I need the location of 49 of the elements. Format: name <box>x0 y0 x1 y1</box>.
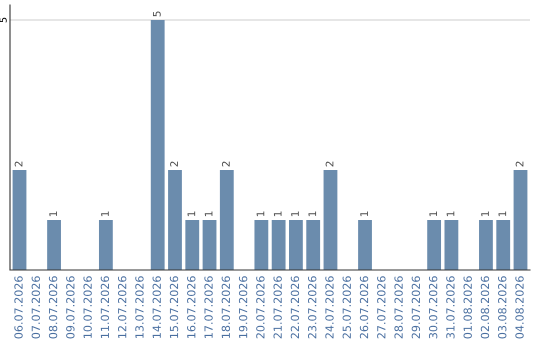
x-tick-label: 25.07.2026 <box>342 276 351 338</box>
data-label: 2 <box>170 162 178 166</box>
x-tick-label: 12.07.2026 <box>118 276 126 338</box>
x-tick-label: 16.07.2026 <box>187 276 196 338</box>
x-tick-label: 14.07.2026 <box>152 276 161 338</box>
data-label: 1 <box>101 212 109 216</box>
x-tick-label: 11.07.2026 <box>100 276 110 338</box>
x-tick-label: 24.07.2026 <box>325 276 334 338</box>
x-tick-label: 20.07.2026 <box>256 276 265 338</box>
x-tick-label: 29.07.2026 <box>412 276 420 338</box>
data-label: 1 <box>204 212 212 216</box>
data-label: 2 <box>222 162 230 166</box>
x-tick-label: 26.07.2026 <box>360 276 368 338</box>
x-tick-label: 27.07.2026 <box>377 276 386 338</box>
x-tick-label: 30.07.2026 <box>428 276 438 338</box>
data-label: 1 <box>291 212 299 216</box>
x-tick-label: 01.08.2026 <box>463 276 472 338</box>
x-tick-label: 09.07.2026 <box>66 276 75 338</box>
x-tick-label: 21.07.2026 <box>273 276 282 338</box>
x-tick-label: 06.07.2026 <box>14 276 23 338</box>
x-tick-label: 19.07.2026 <box>238 276 248 338</box>
data-label: 1 <box>498 212 506 216</box>
x-tick-label: 13.07.2026 <box>135 276 144 338</box>
x-tick-label: 15.07.2026 <box>170 276 178 338</box>
x-tick-label: 03.08.2026 <box>498 276 506 338</box>
data-label: 1 <box>256 212 264 216</box>
data-label: 1 <box>49 212 57 216</box>
x-tick-label: 22.07.2026 <box>290 276 300 338</box>
x-tick-label: 08.07.2026 <box>48 276 58 338</box>
data-label: 1 <box>481 212 489 216</box>
data-label: 2 <box>326 162 334 166</box>
data-label: 1 <box>188 212 196 216</box>
data-label: 1 <box>446 212 454 216</box>
x-tick-label: 31.07.2026 <box>446 276 455 338</box>
x-tick-label: 04.08.2026 <box>515 276 524 338</box>
data-label: 2 <box>516 162 524 166</box>
x-tick-label: 18.07.2026 <box>222 276 230 338</box>
data-label: 1 <box>360 212 368 216</box>
data-label: 5 <box>152 12 161 16</box>
data-label: 1 <box>274 212 282 216</box>
x-tick-label: 02.08.2026 <box>480 276 490 338</box>
x-tick-label: 10.07.2026 <box>83 276 92 338</box>
x-tick-label: 17.07.2026 <box>204 276 213 338</box>
x-tick-label: 28.07.2026 <box>394 276 403 338</box>
data-label: 2 <box>14 162 22 166</box>
data-label: 1 <box>308 212 316 216</box>
x-tick-label: 07.07.2026 <box>32 276 40 338</box>
x-tick-label: 23.07.2026 <box>308 276 316 338</box>
data-label: 1 <box>429 212 437 216</box>
